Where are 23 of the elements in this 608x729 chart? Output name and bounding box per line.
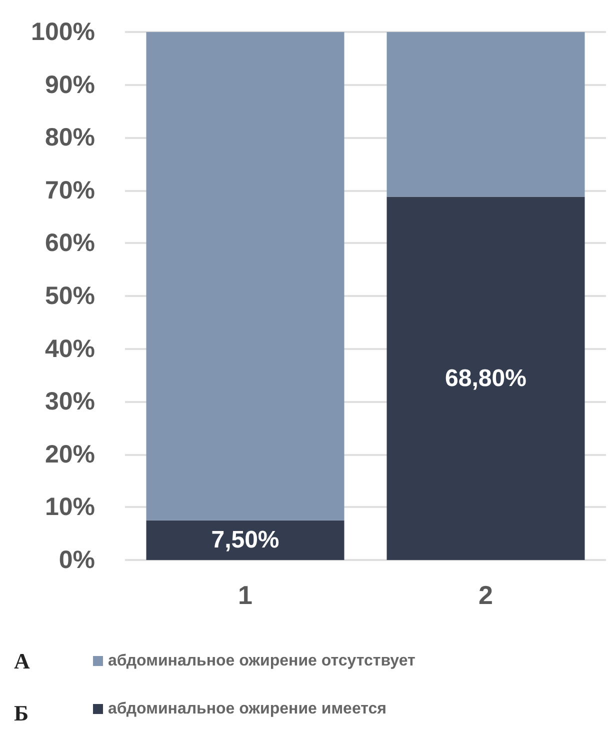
legend-label: абдоминальное ожирение отсутствует — [108, 652, 416, 670]
data-label: 68,80% — [445, 364, 526, 392]
legend-label: абдоминальное ожирение имеется — [108, 700, 386, 718]
text: А — [14, 648, 30, 674]
y-tick-label: 20% — [44, 440, 95, 468]
bar — [386, 196, 585, 560]
y-tick-label: 90% — [44, 70, 95, 99]
y-tick-label: 70% — [44, 176, 95, 204]
bar — [146, 520, 344, 560]
y-tick-label: 50% — [44, 282, 95, 310]
bar — [386, 32, 585, 197]
y-tick-label: 60% — [44, 229, 95, 258]
y-tick-label: 0% — [58, 546, 95, 574]
x-tick-label: 1 — [238, 580, 252, 610]
y-tick-label: 100% — [31, 18, 95, 46]
y-tick-label: 30% — [44, 388, 95, 416]
y-tick-label: 80% — [44, 124, 95, 152]
data-label: 7,50% — [211, 526, 280, 554]
y-tick-label: 40% — [44, 334, 95, 363]
y-tick-label: 10% — [44, 493, 95, 522]
x-tick-label: 2 — [478, 580, 493, 610]
bar — [146, 32, 344, 520]
text: Б — [14, 700, 29, 726]
